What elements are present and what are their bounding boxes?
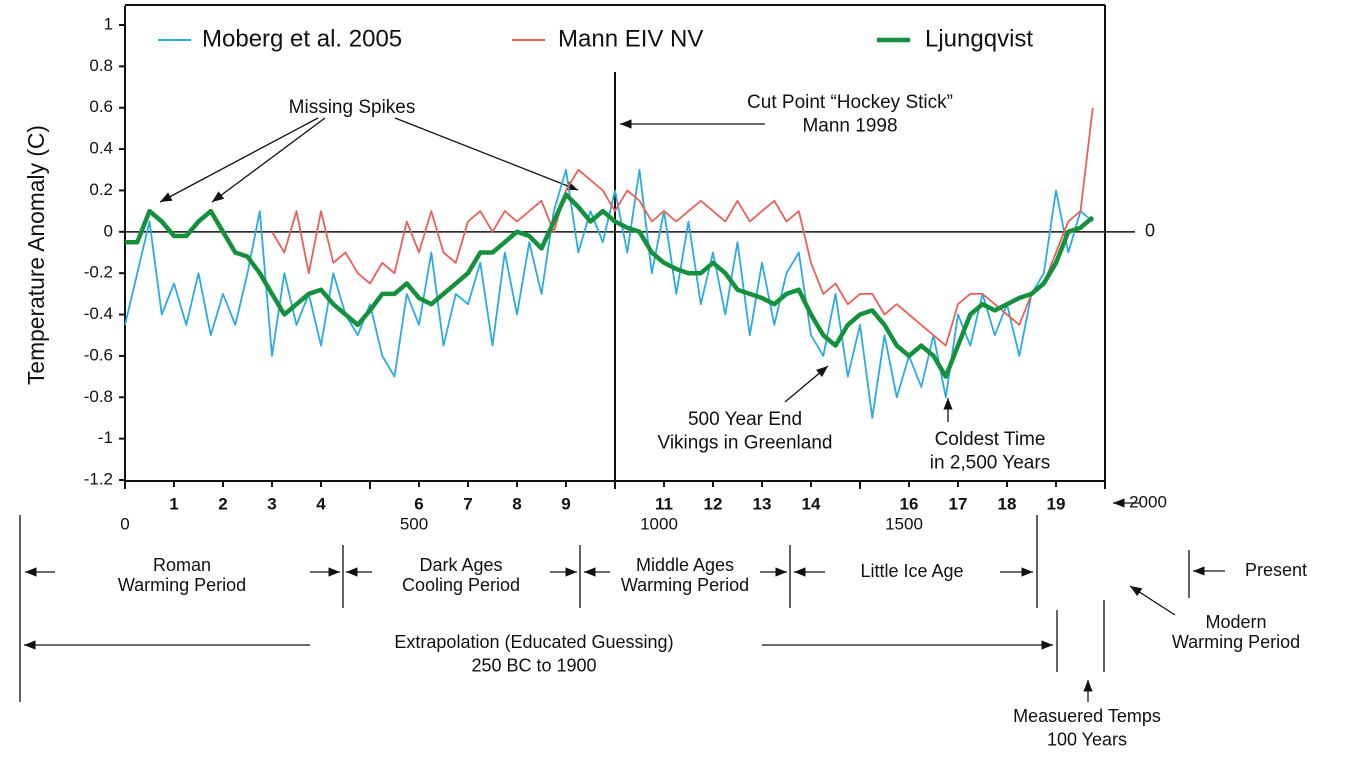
century-label: 16 [900,494,919,513]
annotation: 100 Years [1047,729,1127,749]
century-label: 7 [463,494,472,513]
century-label: 3 [267,494,276,513]
century-label: 19 [1047,494,1066,513]
century-label: 12 [704,494,723,513]
y-tick-label: -1 [98,428,113,447]
annotation: Measuered Temps [1013,706,1161,726]
x-tick-label: 1500 [885,514,923,533]
y-tick-label: 0 [104,221,113,240]
annotation: Roman [153,555,211,575]
annotation: in 2,500 Years [930,453,1050,474]
x-tick-label: 500 [400,514,428,533]
annotation: Present [1245,560,1307,580]
legend-label: Moberg et al. 2005 [202,25,402,52]
annotation: Vikings in Greenland [658,433,833,454]
y-tick-label: 1 [104,14,113,33]
annotation: Missing Spikes [289,97,416,118]
series-line [271,107,1094,347]
annotation: Warming Period [1172,632,1300,652]
century-label: 13 [753,494,772,513]
century-label: 17 [949,494,968,513]
century-label: 4 [316,494,326,513]
century-label: 6 [414,494,423,513]
x-tick-label: 1000 [640,514,678,533]
annotation: Little Ice Age [860,561,963,581]
annotation: Cooling Period [402,575,520,595]
annotation: Extrapolation (Educated Guessing) [394,632,673,652]
century-label: 11 [655,494,673,513]
y-tick-label: 0.6 [89,97,113,116]
annotation: Cut Point “Hockey Stick” [747,92,953,113]
series-line [125,192,1095,379]
y-tick-label: -0.6 [84,345,113,364]
y-axis-label: Temperature Anomaly (C) [23,125,49,385]
legend-label: Ljungqvist [925,25,1033,52]
frame [124,4,1106,482]
x-tick-label: 0 [120,514,129,533]
annotation: 250 BC to 1900 [471,655,596,675]
annotation: Coldest Time [935,429,1046,450]
annotation: Dark Ages [419,555,502,575]
y-tick-label: -0.8 [84,387,113,406]
y-tick-label: -0.2 [84,263,113,282]
x-tick-label: 2000 [1129,492,1167,511]
annotation: Warming Period [118,575,246,595]
century-label: 18 [998,494,1017,513]
annotation: Modern [1205,612,1266,632]
y-tick-label: 0.4 [89,139,113,158]
century-label: 8 [512,494,521,513]
annotation: 500 Year End [688,409,802,430]
annotation: Middle Ages [636,555,734,575]
annotation: Mann 1998 [802,116,897,137]
century-label: 9 [561,494,570,513]
century-label: 14 [802,494,821,513]
annotation: Warming Period [621,575,749,595]
century-label: 1 [169,494,178,513]
y-tick-label: 0.2 [89,180,113,199]
y-tick-label: 0.8 [89,56,113,75]
legend-label: Mann EIV NV [558,25,703,52]
century-label: 2 [218,494,227,513]
y-tick-label: -0.4 [84,304,113,323]
arrows [19,117,1225,702]
zero-label: 0 [1145,221,1155,241]
y-tick-label: -1.2 [84,469,113,488]
